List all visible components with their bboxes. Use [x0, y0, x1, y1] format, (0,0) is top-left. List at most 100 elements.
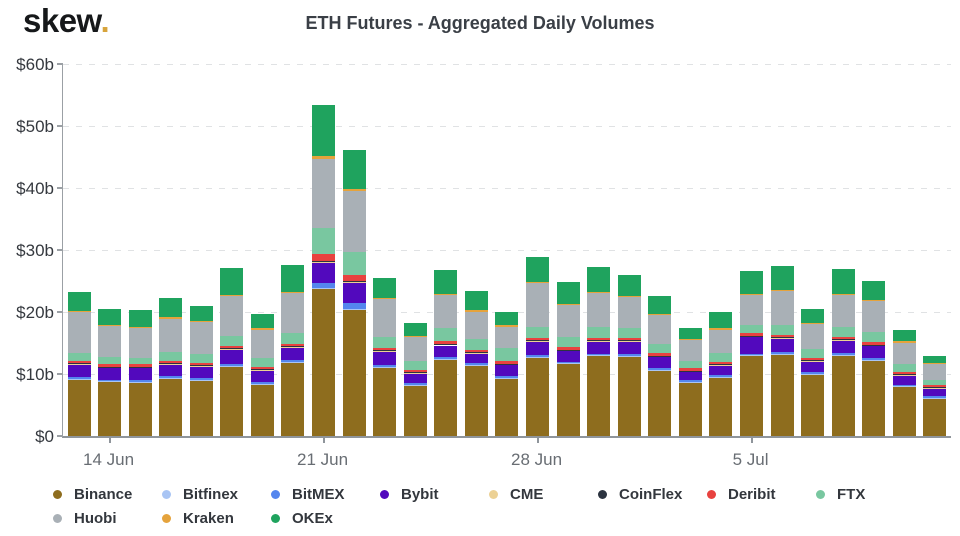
bar-segment-binance[interactable] [342, 310, 366, 436]
bar-segment-cme[interactable] [220, 348, 244, 350]
bar-segment-binance[interactable] [220, 366, 244, 436]
bar-segment-bybit[interactable] [189, 366, 213, 378]
bar-segment-bitmex[interactable] [617, 354, 641, 357]
bar-segment-cme[interactable] [648, 356, 672, 358]
bar-segment-okex[interactable] [281, 264, 305, 292]
bar-segment-bitmex[interactable] [128, 380, 152, 383]
bar-segment-cme[interactable] [342, 281, 366, 283]
bar-segment-cme[interactable] [556, 349, 580, 352]
legend-item-bybit[interactable]: Bybit [380, 486, 439, 503]
bar-segment-ftx[interactable] [617, 328, 641, 338]
bar-segment-kraken[interactable] [526, 281, 550, 284]
bar-segment-bitfinex[interactable] [892, 386, 916, 388]
bar-segment-huobi[interactable] [801, 324, 825, 349]
bar-5-jul[interactable] [740, 64, 764, 436]
bar-segment-bitmex[interactable] [648, 367, 672, 370]
bar-segment-okex[interactable] [189, 305, 213, 321]
bar-segment-huobi[interactable] [923, 364, 947, 380]
bar-17-jun[interactable] [189, 64, 213, 436]
bar-segment-bitmex[interactable] [189, 377, 213, 380]
bar-segment-binance[interactable] [892, 387, 916, 436]
bar-segment-okex[interactable] [250, 313, 274, 329]
bar-segment-bitmex[interactable] [98, 379, 122, 382]
bar-segment-okex[interactable] [220, 267, 244, 295]
bar-segment-bybit[interactable] [403, 374, 427, 384]
bar-segment-bybit[interactable] [220, 349, 244, 365]
bar-segment-binance[interactable] [159, 378, 183, 436]
bar-segment-bitmex[interactable] [342, 302, 366, 309]
bar-segment-bybit[interactable] [923, 388, 947, 397]
bar-segment-okex[interactable] [342, 150, 366, 190]
bar-segment-huobi[interactable] [159, 318, 183, 352]
bar-segment-huobi[interactable] [220, 296, 244, 336]
bar-segment-deribit[interactable] [556, 347, 580, 350]
bar-segment-kraken[interactable] [67, 311, 91, 313]
bar-segment-kraken[interactable] [740, 293, 764, 295]
bar-segment-bitmex[interactable] [678, 380, 702, 383]
bar-segment-kraken[interactable] [556, 303, 580, 305]
bar-segment-kraken[interactable] [312, 156, 336, 159]
bar-segment-ftx[interactable] [587, 327, 611, 338]
bar-segment-binance[interactable] [678, 382, 702, 436]
bar-segment-huobi[interactable] [740, 294, 764, 325]
bar-segment-bitmex[interactable] [923, 396, 947, 399]
bar-segment-cme[interactable] [587, 340, 611, 342]
bar-segment-binance[interactable] [250, 384, 274, 436]
bar-segment-okex[interactable] [862, 280, 886, 300]
legend-item-ftx[interactable]: FTX [816, 486, 865, 503]
legend-item-kraken[interactable]: Kraken [162, 510, 234, 527]
bar-segment-ftx[interactable] [648, 343, 672, 354]
bar-segment-bitfinex[interactable] [556, 363, 580, 365]
bar-segment-kraken[interactable] [159, 317, 183, 319]
bar-segment-bybit[interactable] [312, 263, 336, 283]
bar-segment-okex[interactable] [740, 270, 764, 294]
legend-item-bitfinex[interactable]: Bitfinex [162, 486, 238, 503]
bar-segment-huobi[interactable] [67, 312, 91, 353]
bar-13-jun[interactable] [67, 64, 91, 436]
bar-segment-ftx[interactable] [373, 336, 397, 348]
bar-segment-bybit[interactable] [526, 341, 550, 356]
bar-segment-bitmex[interactable] [587, 353, 611, 356]
legend-item-coinflex[interactable]: CoinFlex [598, 486, 682, 503]
bar-segment-okex[interactable] [373, 278, 397, 299]
bar-segment-bitmex[interactable] [281, 360, 305, 363]
bar-segment-ftx[interactable] [159, 352, 183, 361]
bar-segment-binance[interactable] [98, 382, 122, 436]
bar-segment-binance[interactable] [403, 385, 427, 436]
bar-segment-huobi[interactable] [403, 337, 427, 361]
bar-segment-cme[interactable] [709, 364, 733, 366]
bar-segment-deribit[interactable] [862, 342, 886, 345]
bar-segment-bybit[interactable] [464, 353, 488, 364]
bar-segment-deribit[interactable] [189, 362, 213, 366]
bar-segment-cme[interactable] [862, 344, 886, 347]
bar-segment-cme[interactable] [923, 387, 947, 389]
bar-segment-deribit[interactable] [526, 337, 550, 341]
bar-segment-bitmex[interactable] [862, 357, 886, 360]
bar-segment-bitfinex[interactable] [403, 385, 427, 386]
bar-30-jun[interactable] [587, 64, 611, 436]
bar-segment-deribit[interactable] [434, 341, 458, 344]
bar-segment-okex[interactable] [556, 281, 580, 304]
bar-segment-deribit[interactable] [923, 385, 947, 388]
bar-segment-bybit[interactable] [862, 346, 886, 358]
bar-segment-bybit[interactable] [128, 368, 152, 381]
bar-segment-binance[interactable] [434, 359, 458, 436]
bar-segment-kraken[interactable] [678, 338, 702, 341]
bar-segment-bybit[interactable] [617, 341, 641, 355]
bar-segment-bitmex[interactable] [556, 361, 580, 364]
bar-segment-deribit[interactable] [709, 361, 733, 365]
bar-segment-okex[interactable] [770, 265, 794, 290]
bar-segment-bitmex[interactable] [495, 376, 519, 379]
bar-segment-ftx[interactable] [678, 361, 702, 369]
bar-segment-deribit[interactable] [892, 371, 916, 375]
bar-segment-cme[interactable] [831, 339, 855, 341]
bar-segment-okex[interactable] [648, 296, 672, 315]
legend-item-bitmex[interactable]: BitMEX [271, 486, 345, 503]
bar-segment-binance[interactable] [862, 360, 886, 436]
bar-segment-cme[interactable] [434, 344, 458, 346]
bar-segment-bitmex[interactable] [312, 282, 336, 288]
bar-segment-cme[interactable] [403, 372, 427, 374]
bar-segment-huobi[interactable] [98, 325, 122, 357]
bar-segment-huobi[interactable] [831, 294, 855, 327]
bar-segment-bitmex[interactable] [250, 382, 274, 384]
